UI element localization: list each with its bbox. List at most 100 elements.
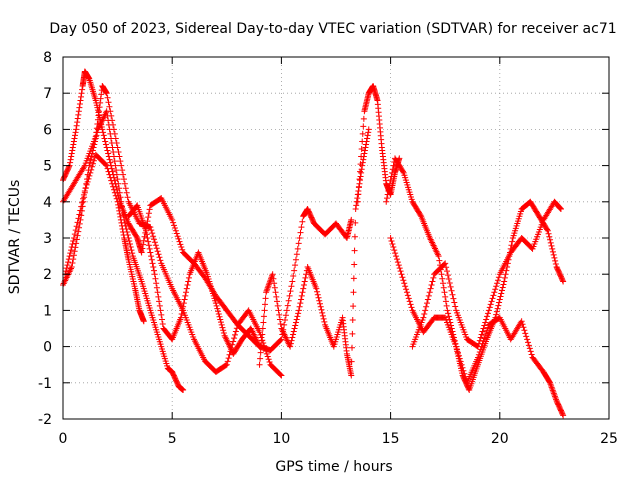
data-point-5-180	[365, 126, 372, 133]
y-tick-label-4: 2	[43, 267, 52, 283]
data-point-1-76	[118, 162, 125, 169]
data-point-9-79	[481, 322, 488, 329]
data-point-4-45	[158, 311, 165, 318]
data-point-2-76	[115, 180, 122, 187]
data-point-9-46	[451, 299, 458, 306]
data-point-1-202	[232, 328, 239, 335]
data-point-8-22	[407, 301, 414, 308]
x-tick-label-0: 0	[59, 431, 68, 447]
data-point-0-188	[176, 238, 183, 245]
data-point-7-163	[497, 293, 504, 300]
data-point-9-23	[430, 274, 437, 281]
data-point-4-39	[153, 284, 160, 291]
data-point-3-34	[90, 157, 97, 164]
data-point-8-12	[398, 271, 405, 278]
data-point-9-37	[443, 264, 450, 271]
data-point-7-82	[442, 298, 449, 305]
data-point-4-127	[217, 319, 224, 326]
data-point-0-88	[102, 138, 109, 145]
data-point-7-80	[441, 289, 448, 296]
data-point-2-44	[92, 138, 99, 145]
data-point-5-27	[271, 284, 278, 291]
data-point-5-53	[290, 328, 297, 335]
data-point-0-306	[283, 307, 290, 314]
data-point-5-172	[361, 150, 368, 157]
data-point-0-155	[146, 206, 153, 213]
data-point-0-13	[67, 159, 74, 166]
data-point-1-113	[151, 239, 158, 246]
data-point-8-74	[454, 349, 461, 356]
data-point-5-178	[364, 132, 371, 139]
data-point-4-24	[142, 227, 149, 234]
data-point-8-73	[454, 346, 461, 353]
data-point-3-47	[102, 161, 109, 168]
data-point-3-21	[79, 199, 86, 206]
data-point-1-81	[122, 185, 129, 192]
data-point-5-177	[364, 135, 371, 142]
data-point-0-303	[281, 321, 288, 328]
data-point-1-203	[233, 325, 240, 332]
data-point-5-2	[257, 349, 264, 356]
data-point-3-2	[63, 265, 70, 272]
data-point-7-81	[442, 293, 449, 300]
data-point-8-81	[461, 370, 468, 377]
data-point-3-67	[118, 219, 125, 226]
data-point-3-25	[82, 184, 89, 191]
data-point-6-4	[357, 168, 364, 175]
data-point-2-61	[104, 112, 111, 119]
data-point-3-63	[116, 207, 123, 214]
data-point-2-68	[109, 144, 116, 151]
y-tick-label-7: 5	[43, 159, 52, 175]
data-point-9-43	[448, 287, 455, 294]
data-point-9-92	[493, 283, 500, 290]
data-point-7-168	[501, 278, 508, 285]
data-point-1-117	[155, 251, 162, 258]
data-point-6-3	[356, 176, 363, 183]
data-point-8-106	[484, 327, 491, 334]
data-point-5-67	[300, 282, 307, 289]
data-point-3-33	[90, 160, 97, 167]
data-point-2-36	[86, 162, 93, 169]
data-point-5-3	[258, 343, 265, 350]
data-point-1-75	[117, 158, 124, 165]
x-tick-label-2: 10	[272, 431, 290, 447]
data-point-3-54	[109, 180, 116, 187]
data-point-7-160	[495, 302, 502, 309]
data-point-9-41	[446, 279, 453, 286]
data-point-4-31	[148, 253, 155, 260]
data-point-5-61	[296, 303, 303, 310]
data-point-2-66	[108, 135, 115, 142]
data-point-1-61	[104, 94, 111, 101]
data-point-5-146	[349, 344, 356, 351]
data-point-3-8	[68, 247, 75, 254]
data-point-3-10	[69, 241, 76, 248]
data-point-4-36	[151, 271, 158, 278]
data-point-9-13	[421, 311, 428, 318]
data-point-8-105	[483, 330, 490, 337]
data-point-0-314	[291, 267, 298, 274]
data-point-7-87	[446, 316, 453, 323]
data-point-5-28	[272, 289, 279, 296]
data-point-0-307	[284, 302, 291, 309]
data-point-9-76	[478, 331, 485, 338]
data-point-0-190	[178, 244, 185, 251]
data-point-0-322	[298, 224, 305, 231]
data-point-3-19	[77, 207, 84, 214]
y-axis-ticks: -2 -1 0 1 2 3 4 5 6 7 8	[38, 50, 609, 428]
data-point-1-73	[115, 149, 122, 156]
data-point-3-20	[78, 203, 85, 210]
data-point-0-145	[139, 245, 146, 252]
data-point-5-6	[259, 325, 266, 332]
data-point-7-161	[496, 299, 503, 306]
data-point-2-13	[69, 260, 76, 267]
data-point-7-77	[439, 275, 446, 282]
data-point-0-186	[174, 233, 181, 240]
data-point-9-167	[557, 205, 564, 212]
data-point-5-154	[351, 233, 358, 240]
data-point-8-102	[480, 338, 487, 345]
data-point-7-231	[547, 236, 554, 243]
data-point-9-22	[429, 278, 436, 285]
data-point-5-31	[274, 302, 281, 309]
data-point-7-227	[544, 226, 551, 233]
data-point-8-2	[389, 241, 396, 248]
